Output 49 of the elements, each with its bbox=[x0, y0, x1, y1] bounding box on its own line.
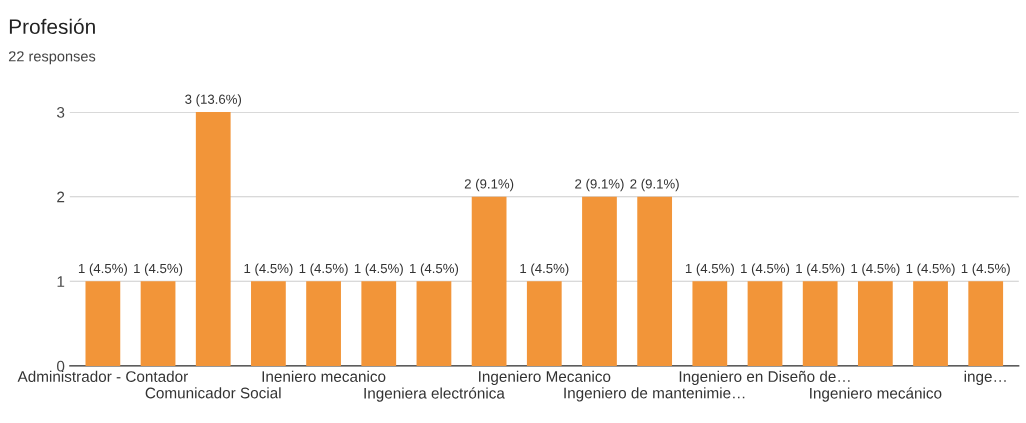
data-label: 2 (9.1%) bbox=[575, 178, 624, 192]
data-label: 1 (4.5%) bbox=[410, 263, 459, 276]
bar bbox=[692, 281, 728, 366]
bar bbox=[195, 112, 231, 366]
bar bbox=[802, 281, 838, 366]
data-label: 1 (4.5%) bbox=[520, 263, 569, 276]
data-label: 2 (9.1%) bbox=[464, 178, 514, 192]
bar bbox=[416, 281, 452, 366]
bar bbox=[85, 281, 121, 366]
data-label: 2 (9.1%) bbox=[630, 178, 679, 192]
bar bbox=[140, 281, 176, 366]
data-label: 1 (4.5%) bbox=[78, 263, 127, 276]
chart-subtitle: 22 responses bbox=[8, 51, 96, 65]
x-tick-label: Ingeniero mecánico bbox=[810, 387, 942, 402]
data-label: 1 (4.5%) bbox=[796, 263, 845, 276]
bar bbox=[471, 196, 507, 366]
bar bbox=[526, 281, 562, 366]
bar bbox=[637, 196, 673, 366]
data-label: 1 (4.5%) bbox=[851, 263, 900, 276]
data-label: 1 (4.5%) bbox=[741, 263, 790, 276]
bar bbox=[361, 281, 397, 366]
bar bbox=[913, 281, 948, 366]
y-tick-label: 3 bbox=[56, 106, 65, 118]
bar bbox=[306, 281, 341, 366]
data-label: 1 (4.5%) bbox=[906, 263, 955, 276]
x-tick-label: Ingeniero de mantenimie… bbox=[564, 387, 745, 402]
x-tick-label: Ingeniero Mecanico bbox=[479, 370, 611, 385]
data-label: 1 (4.5%) bbox=[244, 263, 293, 276]
chart-title: Profesión bbox=[9, 18, 95, 35]
x-tick-label: Administrador - Contador bbox=[17, 370, 188, 382]
x-tick-label: inge… bbox=[964, 370, 1006, 385]
bar bbox=[968, 281, 1004, 366]
x-tick-label: Comunicador Social bbox=[145, 387, 281, 399]
x-tick-label: Ineniero mecanico bbox=[262, 370, 386, 382]
y-tick-label: 2 bbox=[57, 191, 65, 203]
data-label: 3 (13.6%) bbox=[185, 94, 242, 107]
y-tick-label: 0 bbox=[57, 360, 65, 372]
bar bbox=[857, 281, 893, 366]
data-label: 1 (4.5%) bbox=[961, 263, 1010, 276]
bar bbox=[582, 196, 617, 366]
data-label: 1 (4.5%) bbox=[354, 263, 403, 276]
data-label: 1 (4.5%) bbox=[299, 263, 348, 276]
data-label: 1 (4.5%) bbox=[685, 263, 734, 276]
data-label: 1 (4.5%) bbox=[134, 263, 183, 276]
y-tick-label: 1 bbox=[57, 276, 65, 287]
x-tick-label: Ingeniera electrónica bbox=[364, 387, 505, 402]
bar bbox=[747, 281, 783, 366]
x-tick-label: Ingeniero en Diseño de… bbox=[679, 370, 850, 385]
bar bbox=[251, 281, 286, 366]
